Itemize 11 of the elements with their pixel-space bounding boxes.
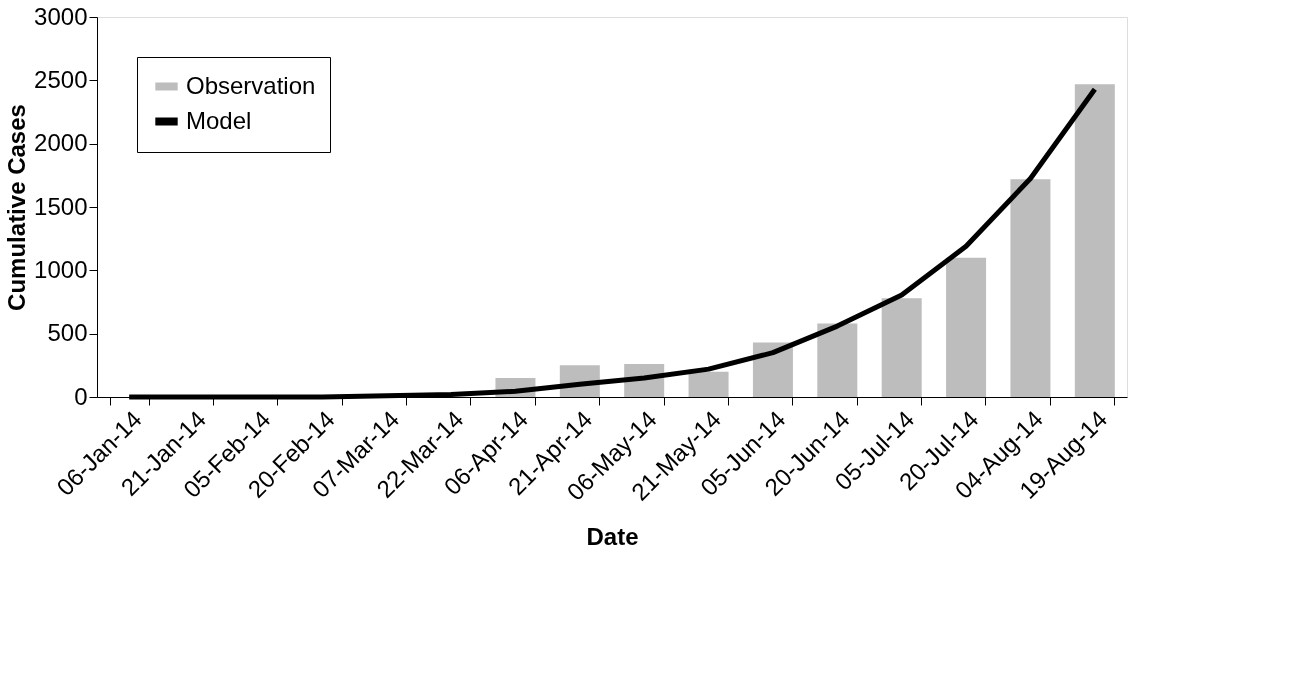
legend-label: Model (186, 106, 252, 134)
y-axis-title: Cumulative Cases (3, 104, 31, 311)
y-tick-label: 0 (74, 382, 88, 410)
y-tick-label: 2500 (34, 65, 88, 93)
y-tick-label: 1500 (34, 192, 88, 220)
y-tick-label: 1000 (34, 255, 88, 283)
y-tick-label: 500 (47, 319, 88, 347)
x-axis-title: Date (586, 522, 639, 550)
legend-label: Observation (186, 71, 316, 99)
y-tick-label: 3000 (34, 2, 88, 30)
y-tick-label: 2000 (34, 129, 88, 157)
